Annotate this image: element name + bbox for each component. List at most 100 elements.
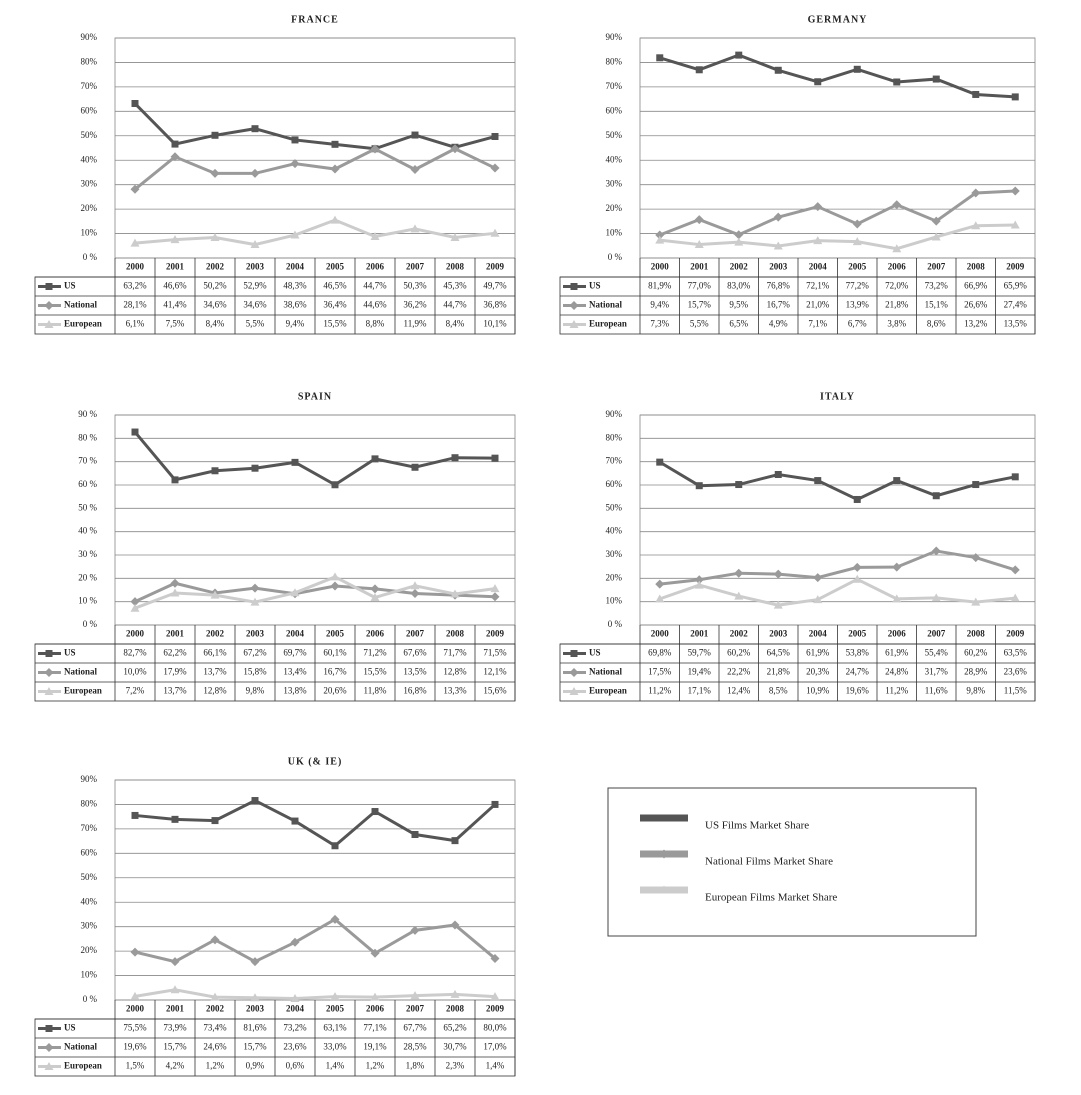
y-tick-label: 70%: [81, 823, 98, 833]
table-row-label: National: [64, 667, 98, 677]
table-key-marker: [569, 687, 579, 695]
x-tick-label: 2009: [1006, 629, 1025, 639]
y-tick-label: 20%: [81, 945, 98, 955]
x-tick-label: 2008: [967, 262, 986, 272]
x-tick-label: 2003: [769, 262, 788, 272]
x-tick-label: 2004: [809, 629, 828, 639]
table-value: 73,9%: [163, 1023, 187, 1033]
table-value: 13,8%: [283, 686, 307, 696]
data-point: [170, 578, 180, 588]
table-key-marker: [569, 320, 579, 328]
table-value: 45,3%: [443, 281, 467, 291]
table-value: 46,6%: [163, 281, 187, 291]
table-row-label: US: [64, 281, 76, 291]
table-value: 24,8%: [885, 667, 909, 677]
table-value: 8,4%: [206, 319, 225, 329]
table-value: 63,1%: [323, 1023, 347, 1033]
table-value: 9,8%: [246, 686, 265, 696]
data-point: [695, 482, 703, 490]
table-value: 28,9%: [964, 667, 988, 677]
table-value: 13,4%: [283, 667, 307, 677]
y-tick-label: 0 %: [83, 252, 98, 262]
y-tick-label: 90 %: [78, 409, 97, 419]
series-line: [134, 147, 496, 191]
table-value: 19,1%: [363, 1042, 387, 1052]
table-value: 69,8%: [648, 648, 672, 658]
table-value: 27,4%: [1004, 300, 1028, 310]
y-tick-label: 0 %: [83, 994, 98, 1004]
table-value: 11,5%: [1004, 686, 1027, 696]
table-value: 23,6%: [1004, 667, 1028, 677]
series-line: [659, 189, 1016, 237]
data-point: [773, 241, 783, 250]
data-point: [813, 202, 823, 212]
series-line: [134, 798, 497, 848]
y-tick-label: 80%: [606, 57, 623, 67]
table-value: 15,1%: [925, 300, 949, 310]
data-point: [290, 994, 300, 1003]
data-point: [130, 991, 140, 1000]
data-point: [291, 817, 299, 825]
y-tick-label: 40 %: [78, 526, 97, 536]
table-value: 36,8%: [483, 300, 507, 310]
data-point: [971, 553, 981, 563]
series-line: [134, 575, 496, 610]
x-tick-label: 2002: [206, 1004, 225, 1014]
table-value: 81,6%: [243, 1023, 267, 1033]
data-point: [331, 140, 339, 148]
x-tick-label: 2007: [406, 1004, 425, 1014]
table-value: 11,8%: [364, 686, 387, 696]
data-point: [331, 481, 339, 489]
x-tick-label: 2003: [246, 1004, 265, 1014]
data-point: [852, 574, 862, 583]
table-value: 17,1%: [688, 686, 712, 696]
data-point: [971, 597, 981, 606]
table-row-label: National: [589, 667, 623, 677]
table-value: 19,4%: [688, 667, 712, 677]
table-value: 6,7%: [848, 319, 867, 329]
data-point: [210, 992, 220, 1001]
y-tick-label: 90%: [606, 32, 623, 42]
data-point: [1010, 593, 1020, 602]
data-point: [931, 232, 941, 241]
data-point: [410, 224, 420, 233]
table-value: 21,8%: [885, 300, 909, 310]
table-value: 15,7%: [163, 1042, 187, 1052]
data-point: [170, 985, 180, 994]
table-value: 1,5%: [126, 1061, 145, 1071]
data-point: [330, 992, 340, 1001]
table-value: 10,0%: [123, 667, 147, 677]
data-point: [450, 144, 460, 154]
table-value: 13,5%: [403, 667, 427, 677]
data-point: [734, 230, 744, 240]
y-tick-label: 10%: [81, 228, 98, 238]
x-tick-label: 2003: [246, 629, 265, 639]
table-value: 20,3%: [806, 667, 830, 677]
y-tick-label: 60%: [81, 847, 98, 857]
y-tick-label: 10%: [606, 228, 623, 238]
y-tick-label: 40%: [81, 154, 98, 164]
table-value: 24,6%: [203, 1042, 227, 1052]
data-point: [1010, 186, 1020, 196]
x-tick-label: 2009: [486, 1004, 505, 1014]
data-point: [1011, 93, 1019, 101]
data-point: [695, 66, 703, 74]
table-value: 6,5%: [729, 319, 748, 329]
table-value: 34,6%: [203, 300, 227, 310]
data-point: [250, 583, 260, 593]
table-value: 7,5%: [166, 319, 185, 329]
table-value: 31,7%: [925, 667, 949, 677]
table-value: 76,8%: [767, 281, 791, 291]
table-key-marker: [44, 301, 54, 310]
data-point: [893, 477, 901, 485]
table-value: 80,0%: [483, 1023, 507, 1033]
table-value: 44,7%: [363, 281, 387, 291]
table-value: 81,9%: [648, 281, 672, 291]
series-line: [659, 577, 1016, 607]
table-row-label: European: [589, 686, 627, 696]
table-value: 23,6%: [283, 1042, 307, 1052]
data-point: [932, 492, 940, 500]
data-point: [131, 100, 139, 108]
series-line: [134, 581, 496, 604]
table-row-label: US: [64, 1023, 76, 1033]
